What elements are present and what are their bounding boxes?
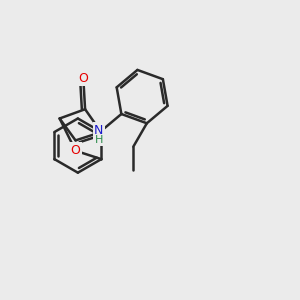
Text: O: O: [79, 72, 88, 85]
Text: N: N: [94, 124, 103, 137]
Text: O: O: [70, 144, 80, 157]
Text: H: H: [94, 135, 103, 145]
